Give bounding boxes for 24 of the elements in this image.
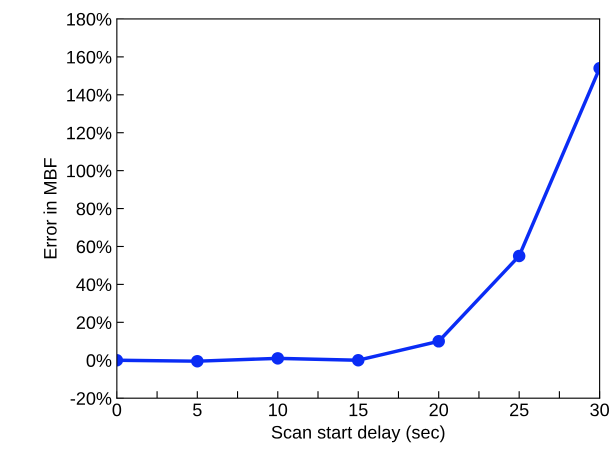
- x-tick-label: 25: [510, 404, 528, 416]
- y-tick-label: 180%: [67, 12, 112, 26]
- y-tick-label: 140%: [67, 88, 112, 102]
- x-tick-label: 5: [193, 404, 202, 416]
- y-tick-label: 100%: [67, 164, 112, 178]
- y-tick-label: 120%: [67, 126, 112, 140]
- point: [352, 354, 364, 366]
- x-tick-label: 10: [269, 404, 288, 416]
- x-tick-label: 30: [590, 404, 609, 416]
- y-tick-label: 40%: [76, 278, 112, 292]
- point: [432, 335, 445, 348]
- y-tick-label: 0%: [86, 354, 112, 367]
- x-tick-label: 20: [430, 404, 448, 416]
- point: [191, 354, 204, 368]
- x-axis-title: Scan start delay (sec): [272, 425, 444, 442]
- y-tick-label: 80%: [76, 202, 112, 216]
- x-tick-label: 0: [112, 404, 122, 416]
- y-tick-label: 60%: [76, 240, 112, 254]
- y-tick-label: 160%: [67, 50, 112, 64]
- point: [272, 352, 284, 365]
- y-tick-label: -20%: [70, 392, 112, 405]
- x-tick-label: 15: [350, 404, 368, 416]
- y-tick-label: 20%: [76, 316, 112, 330]
- y-axis-title: Error in MBF: [43, 158, 57, 258]
